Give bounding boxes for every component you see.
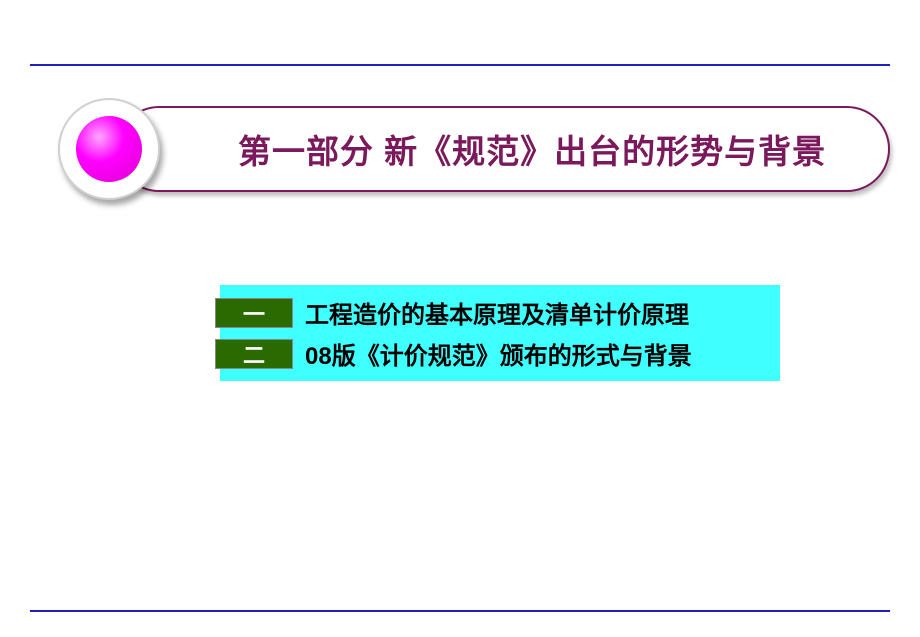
list-number: 一 <box>243 297 265 329</box>
content-list: 一 工程造价的基本原理及清单计价原理 二 08版《计价规范》颁布的形式与背景 <box>220 285 780 381</box>
list-number-box: 一 <box>215 298 293 328</box>
list-number-box: 二 <box>215 339 293 369</box>
list-text: 08版《计价规范》颁布的形式与背景 <box>305 336 692 371</box>
title-pill: 第一部分 新《规范》出台的形势与背景 <box>116 106 890 192</box>
title-band: 第一部分 新《规范》出台的形势与背景 <box>58 106 890 196</box>
list-text: 工程造价的基本原理及清单计价原理 <box>305 295 689 330</box>
slide-title: 第一部分 新《规范》出台的形势与背景 <box>238 125 826 173</box>
title-bullet-inner <box>76 116 142 182</box>
list-item: 二 08版《计价规范》颁布的形式与背景 <box>220 336 780 371</box>
list-number: 二 <box>243 338 265 370</box>
bottom-divider <box>30 610 890 612</box>
list-item: 一 工程造价的基本原理及清单计价原理 <box>220 295 780 330</box>
top-divider <box>30 64 890 66</box>
title-bullet-outer <box>58 98 160 200</box>
